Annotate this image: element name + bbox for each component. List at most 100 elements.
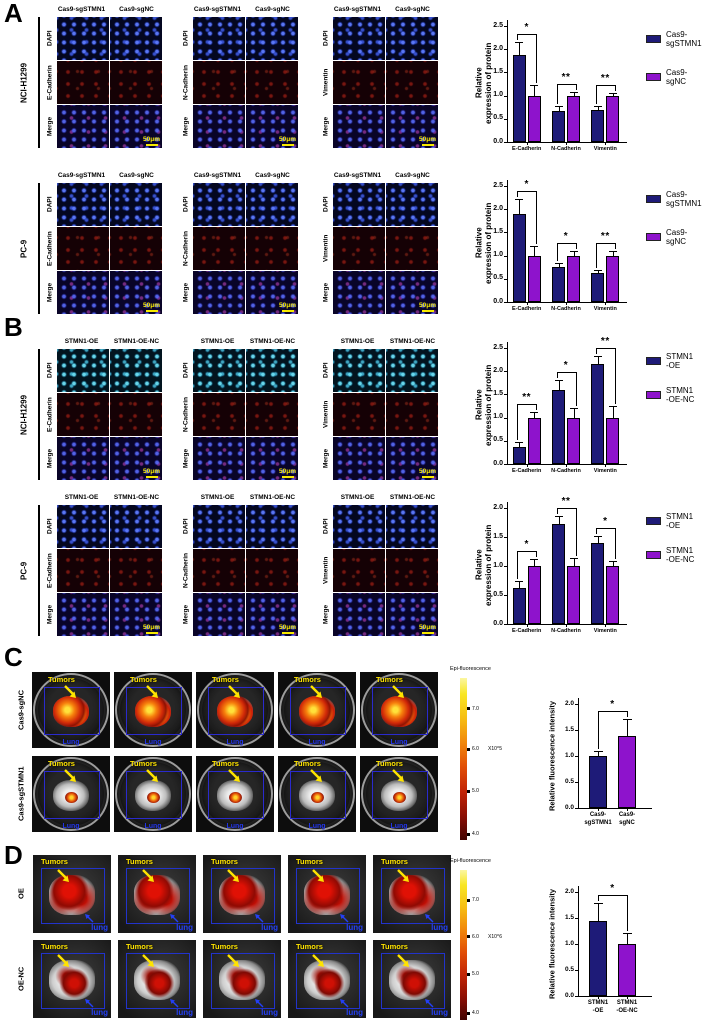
micrograph-merge [193,105,245,148]
column-header: Cas9-sgSTMN1 [333,6,382,13]
y-axis [507,20,508,142]
lung-label: Lung [308,739,326,746]
sig-bracket-right [614,243,616,250]
y-tick-label: 1.0 [493,91,503,99]
scale-bar [146,476,158,478]
x-tick-mark [605,142,607,145]
tumor-signal-medium [219,960,265,1000]
bar [552,267,565,302]
y-tick-label: 2.0 [564,699,574,707]
tumor-signal-high [49,875,95,915]
tumor-arrow-icon [62,684,80,700]
sig-bracket-left [556,242,558,262]
micrograph-dapi [333,183,385,226]
roi-box [44,771,100,819]
bar [552,523,565,624]
lung-label: lung [261,923,278,932]
y-axis [507,180,508,302]
legend-label: Cas9- sgNC [666,68,688,87]
tumor-signal-low [65,792,78,803]
tumor-signal-high [389,875,435,915]
y-tick-mark [504,417,507,419]
lung-label: lung [176,923,193,932]
roi-box [290,687,346,735]
y-axis [507,502,508,624]
column-header: Cas9-sgNC [255,172,290,179]
stain-row-label: DAPI [322,30,330,47]
tumor-arrow-icon [144,684,162,700]
scale-bar-label: 50μm [143,136,160,143]
scale-bar [422,632,434,634]
sig-bracket-right [536,34,538,83]
bar [591,110,605,142]
panel-c-invivo: Cas9-sgNC Tumors Lung Tumors Lung Tumors Lung T… [0,640,714,840]
bar [591,543,605,624]
stain-row-label: Merge [46,116,54,137]
column-header: STMN1-OE-NC [389,494,436,501]
x-category-label: STMN1 -OE [587,1000,609,1014]
sig-bracket-left [556,507,558,514]
x-axis [507,624,627,625]
sig-bracket-right [575,242,577,249]
error-bar-cap [569,250,578,252]
scale-bar-label: 50μm [419,136,436,143]
lung-arrow-icon [83,996,95,1008]
micrograph-merge [193,271,245,314]
bar [567,255,580,302]
micrograph-dapi [110,505,162,548]
y-tick-mark [504,255,507,257]
tumors-label: Tumors [211,942,238,951]
stain-row-label: DAPI [46,30,54,47]
bar [606,566,620,624]
lung-label: Lung [62,739,80,746]
lung-label: lung [346,923,363,932]
tumor-arrow-icon [226,768,244,784]
legend-swatch [646,357,661,365]
micrograph-n-cadherin [193,61,245,104]
scale-bar [146,144,158,146]
y-tick-mark [504,95,507,97]
y-tick-mark [504,566,507,567]
sig-bracket-left [595,348,597,355]
lung-dish-image: Tumors Lung [360,672,438,748]
tumors-label: Tumors [294,675,321,684]
column-header: STMN1-OE-NC [113,338,160,345]
error-bar-stem [519,581,521,589]
x-tick-mark [598,808,599,811]
sig-asterisk: * [524,539,529,551]
panel-c-label: C [4,642,23,672]
x-category-label: Vimentin [593,306,617,312]
stain-row-label: DAPI [46,518,54,535]
stain-row-label: E-Cadherin [46,231,54,266]
lung-dish-image: Tumors Lung [278,672,356,748]
stain-row-label: E-Cadherin [46,65,54,100]
sig-bracket [598,895,627,897]
tumors-label: Tumors [296,857,323,866]
panel-d-invivo: OE Tumors lung Tumors lung Tumors lung Tumors lu… [0,840,714,1025]
y-tick-mark [504,348,507,349]
bar [567,95,580,142]
error-bar-cap [530,559,539,561]
y-tick-label: 0.0 [564,991,574,999]
colorbar-tick-mark [467,789,470,793]
tumors-label: Tumors [296,942,323,951]
micrograph-merge: 50μm [246,437,298,480]
y-tick-label: 0.5 [564,965,574,973]
x-category-label: STMN1 -OE-NC [616,1000,638,1014]
y-tick-label: 0.0 [493,137,503,145]
error-bar-stem [627,933,628,944]
roi-box [126,953,190,1009]
stain-row-label: DAPI [182,30,190,47]
colorbar-tick-label: 5.0 [472,971,479,978]
lung-dish-image: Tumors Lung [32,672,110,748]
legend-swatch [646,35,661,43]
sig-asterisk: * [563,230,569,242]
column-header: STMN1-OE [64,338,99,345]
tumor-arrow-icon [310,953,328,969]
micrograph-dapi [246,505,298,548]
sig-asterisk: ** [600,336,610,348]
scale-bar [282,476,294,478]
column-header: STMN1-OE [200,338,235,345]
y-tick-mark [504,371,507,373]
micrograph-dapi [333,505,385,548]
